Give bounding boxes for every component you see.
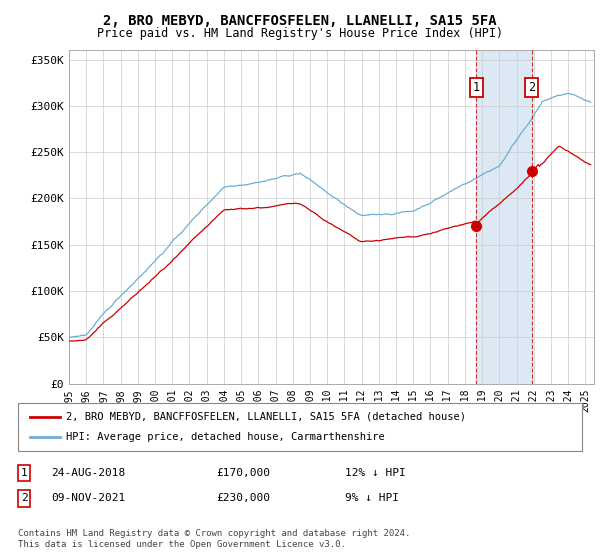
Text: 1: 1: [20, 468, 28, 478]
Text: Price paid vs. HM Land Registry's House Price Index (HPI): Price paid vs. HM Land Registry's House …: [97, 27, 503, 40]
Bar: [476, 50, 532, 384]
Text: Contains HM Land Registry data © Crown copyright and database right 2024.
This d: Contains HM Land Registry data © Crown c…: [18, 529, 410, 549]
Text: 2, BRO MEBYD, BANCFFOSFELEN, LLANELLI, SA15 5FA: 2, BRO MEBYD, BANCFFOSFELEN, LLANELLI, S…: [103, 14, 497, 28]
Text: 09-NOV-2021: 09-NOV-2021: [51, 493, 125, 503]
Text: £170,000: £170,000: [216, 468, 270, 478]
Text: HPI: Average price, detached house, Carmarthenshire: HPI: Average price, detached house, Carm…: [66, 432, 385, 442]
Text: 9% ↓ HPI: 9% ↓ HPI: [345, 493, 399, 503]
Text: £230,000: £230,000: [216, 493, 270, 503]
Text: 2: 2: [20, 493, 28, 503]
Text: 2: 2: [528, 81, 535, 94]
Text: 1: 1: [473, 81, 479, 94]
Text: 24-AUG-2018: 24-AUG-2018: [51, 468, 125, 478]
Text: 2, BRO MEBYD, BANCFFOSFELEN, LLANELLI, SA15 5FA (detached house): 2, BRO MEBYD, BANCFFOSFELEN, LLANELLI, S…: [66, 412, 466, 422]
Text: 12% ↓ HPI: 12% ↓ HPI: [345, 468, 406, 478]
